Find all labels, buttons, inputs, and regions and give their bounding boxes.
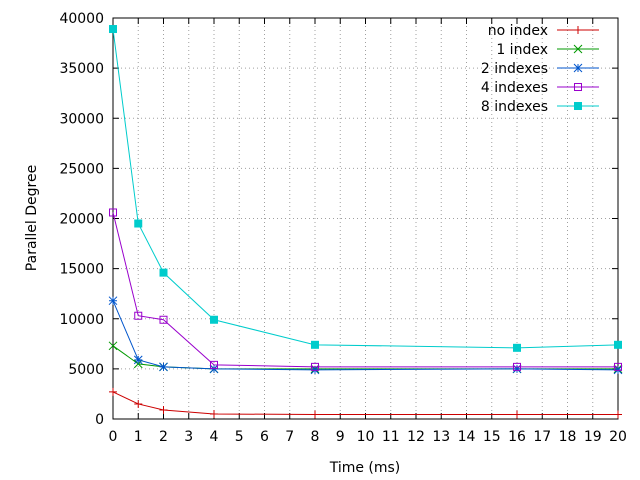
legend-item: 4 indexes [481, 80, 599, 96]
data-point [614, 362, 622, 371]
series-lines [108, 25, 623, 419]
x-tick-label: 9 [336, 429, 345, 445]
data-point [134, 399, 143, 408]
y-tick-label: 30000 [59, 111, 104, 127]
data-point [133, 355, 143, 365]
y-tick-label: 40000 [59, 11, 104, 27]
legend-marker [574, 83, 582, 91]
legend: no index 1 index 2 indexes 4 indexes 8 index… [481, 23, 599, 115]
data-point [512, 364, 522, 374]
data-point [159, 268, 168, 277]
data-point [311, 340, 319, 349]
data-point [210, 409, 218, 418]
legend-label: no index [488, 23, 548, 39]
data-point [159, 405, 168, 414]
x-tick-label: 13 [432, 429, 450, 445]
x-tick-label: 20 [609, 429, 627, 445]
x-tick-label: 15 [483, 429, 501, 445]
data-point [109, 25, 117, 34]
data-point [134, 219, 143, 228]
legend-item: 8 indexes [481, 99, 599, 115]
x-tick-label: 2 [159, 429, 168, 445]
data-point [311, 410, 319, 419]
x-tick-label: 1 [134, 429, 143, 445]
data-point [133, 359, 143, 369]
y-tick-label: 20000 [59, 212, 104, 228]
y-axis-label: Parallel Degree [24, 165, 40, 271]
x-tick-label: 12 [407, 429, 425, 445]
x-tick-label: 14 [458, 429, 476, 445]
y-tick-label: 15000 [59, 262, 104, 278]
data-point [159, 362, 168, 372]
legend-label: 8 indexes [481, 99, 548, 115]
data-point [209, 364, 219, 374]
x-axis-label: Time (ms) [329, 460, 401, 476]
legend-label: 1 index [496, 42, 548, 58]
x-tick-label: 3 [184, 429, 193, 445]
legend-marker [573, 44, 583, 54]
data-point [210, 360, 218, 369]
legend-item: 1 index [496, 42, 599, 58]
legend-marker [573, 63, 583, 73]
x-tick-label: 18 [559, 429, 577, 445]
x-tick-label: 0 [109, 429, 118, 445]
grid-lines [113, 18, 618, 419]
series-4-indexes [109, 208, 622, 371]
series-line [112, 212, 618, 368]
data-point [109, 208, 117, 217]
series-no-index [109, 387, 622, 419]
x-tick-label: 4 [210, 429, 219, 445]
series-line [112, 300, 619, 371]
data-point [210, 315, 218, 324]
legend-label: 4 indexes [481, 80, 548, 96]
legend-item: 2 indexes [481, 61, 599, 77]
legend-item: no index [488, 23, 599, 39]
axis-ticks: 0 5000 10000 15000 20000 25000 30000 35000 40000… [59, 11, 626, 445]
data-point [513, 410, 521, 419]
y-tick-label: 5000 [68, 362, 104, 378]
x-tick-label: 16 [508, 429, 526, 445]
x-tick-label: 6 [260, 429, 269, 445]
x-tick-label: 10 [357, 429, 375, 445]
data-point [311, 362, 319, 371]
data-point [513, 343, 521, 352]
x-tick-label: 5 [235, 429, 244, 445]
legend-marker [574, 26, 582, 34]
data-point [614, 410, 622, 419]
x-tick-label: 19 [584, 429, 602, 445]
x-tick-label: 7 [285, 429, 294, 445]
data-point [513, 362, 521, 371]
legend-marker [574, 102, 582, 110]
data-point [109, 387, 117, 396]
data-point [108, 341, 118, 351]
series-8-indexes [109, 25, 622, 352]
y-tick-label: 10000 [59, 312, 104, 328]
y-tick-label: 35000 [59, 61, 104, 77]
x-tick-label: 17 [533, 429, 551, 445]
y-tick-label: 25000 [59, 161, 104, 177]
series-line [112, 391, 618, 415]
legend-label: 2 indexes [481, 61, 548, 77]
data-point [159, 315, 168, 324]
y-tick-label: 0 [95, 412, 104, 428]
data-point [108, 296, 118, 306]
data-point [134, 311, 143, 320]
x-tick-label: 8 [311, 429, 320, 445]
x-tick-label: 11 [382, 429, 400, 445]
data-point [614, 340, 622, 349]
series-line [112, 345, 618, 370]
